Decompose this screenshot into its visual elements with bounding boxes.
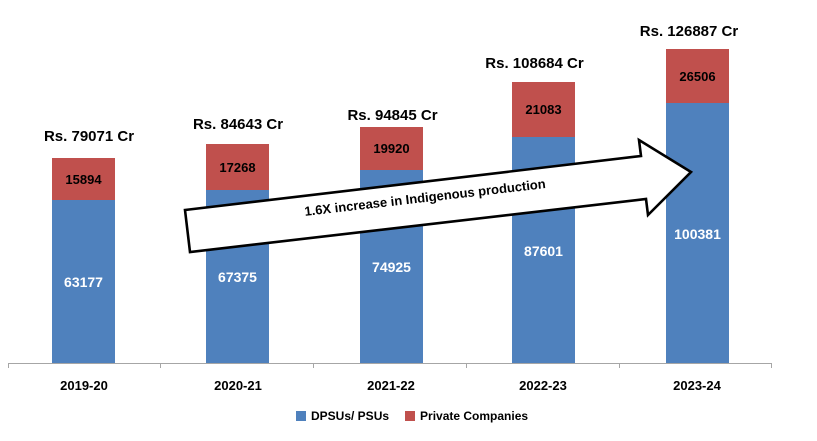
- x-axis-label-2022-23: 2022-23: [519, 378, 567, 393]
- dpsu-legend-swatch-icon: [296, 411, 306, 421]
- bar-segment-private-2022-23: 21083: [512, 82, 575, 137]
- bar-segment-dpsu-2020-21: 67375: [206, 190, 269, 364]
- total-label: Rs. 84643 Cr: [192, 115, 284, 133]
- total-label: Rs. 94845 Cr: [347, 106, 438, 124]
- axis-tick: [8, 363, 9, 368]
- bar-segment-private-2020-21: 17268: [206, 144, 269, 190]
- total-label: Rs. 79071 Cr: [43, 127, 135, 145]
- total-label: Rs. 126887 Cr: [639, 22, 739, 40]
- bar-segment-private-2021-22: 19920: [360, 127, 423, 170]
- axis-tick: [466, 363, 467, 368]
- segment-value-label: 63177: [64, 274, 103, 290]
- axis-tick: [313, 363, 314, 368]
- x-axis-label-2023-24: 2023-24: [673, 378, 721, 393]
- segment-value-label: 17268: [219, 159, 256, 175]
- segment-value-label: 21083: [525, 102, 562, 117]
- legend-label: DPSUs/ PSUs: [311, 409, 390, 423]
- segment-value-label: 100381: [674, 225, 721, 242]
- x-axis-label-2019-20: 2019-20: [60, 378, 108, 393]
- total-label: Rs. 108684 Cr: [485, 54, 584, 72]
- segment-value-label: 19920: [373, 141, 410, 156]
- segment-value-label: 67375: [218, 269, 257, 285]
- legend-label: Private Companies: [420, 409, 529, 423]
- legend-item-dpsus: DPSUs/ PSUs: [296, 409, 389, 423]
- bar-segment-dpsu-2022-23: 87601: [512, 137, 575, 364]
- x-axis-line: [8, 363, 772, 368]
- axis-tick: [771, 363, 772, 368]
- bar-segment-dpsu-2023-24: 100381: [666, 103, 729, 364]
- private-companies-legend-swatch-icon: [405, 411, 416, 421]
- bar-segment-private-2019-20: 15894: [52, 158, 115, 200]
- segment-value-label: 74925: [372, 259, 411, 275]
- axis-tick: [160, 363, 161, 368]
- x-axis-label-2020-21: 2020-21: [214, 378, 262, 393]
- legend: DPSUs/ PSUs Private Companies: [296, 409, 528, 423]
- total-label-box-2021-22: Rs. 94845 Cr: [337, 103, 448, 127]
- arrow-annotation-label: 1.6X increase in Indigenous production: [303, 176, 547, 219]
- segment-value-label: 87601: [524, 242, 563, 259]
- total-label-box-2019-20: Rs. 79071 Cr: [43, 121, 135, 151]
- x-axis-label-2021-22: 2021-22: [367, 378, 415, 393]
- segment-value-label: 15894: [65, 171, 102, 187]
- bar-segment-private-2023-24: 26506: [666, 49, 729, 103]
- legend-item-private-companies: Private Companies: [405, 409, 528, 423]
- segment-value-label: 26506: [679, 68, 716, 84]
- total-label-box-2023-24: Rs. 126887 Cr: [631, 17, 747, 45]
- stray-percent-label: 79%: [313, 305, 336, 317]
- axis-tick: [619, 363, 620, 368]
- total-label-box-2022-23: Rs. 108684 Cr: [472, 50, 597, 76]
- bar-segment-dpsu-2019-20: 63177: [52, 200, 115, 364]
- total-label-2020-21: Rs. 84643 Cr: [183, 114, 293, 134]
